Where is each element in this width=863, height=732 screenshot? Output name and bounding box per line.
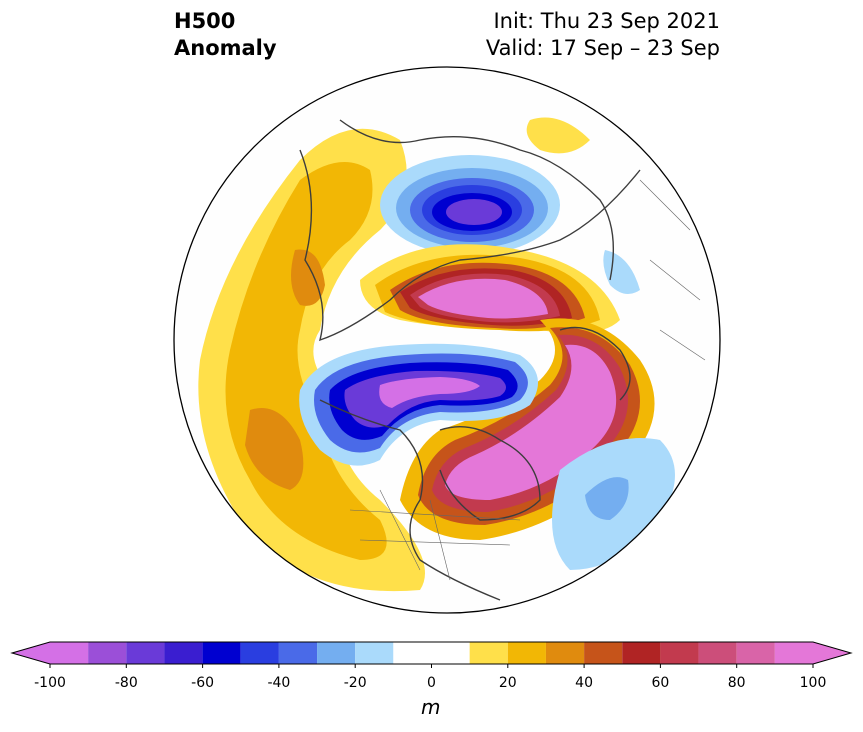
title-variable: H500 bbox=[174, 9, 236, 33]
colorbar-segment bbox=[202, 642, 241, 664]
colorbar-tick-label: -60 bbox=[191, 675, 215, 691]
polar-map bbox=[173, 66, 721, 614]
colorbar-tick-label: -20 bbox=[343, 675, 367, 691]
colorbar-segment bbox=[88, 642, 127, 664]
colorbar-tick-label: -100 bbox=[34, 675, 66, 691]
colorbar-segment bbox=[278, 642, 318, 664]
colorbar-tick-label: 40 bbox=[575, 675, 593, 691]
colorbar-units: m bbox=[421, 695, 441, 719]
anomaly-field bbox=[198, 117, 706, 601]
globe-outline bbox=[173, 66, 721, 614]
colorbar-segment bbox=[126, 642, 165, 664]
map-title: H500 Anomaly bbox=[174, 8, 277, 62]
canadian-arctic-trough bbox=[299, 343, 538, 466]
colorbar-segment bbox=[584, 642, 623, 664]
colorbar-segment bbox=[698, 642, 737, 664]
colorbar-tick-label: -80 bbox=[114, 675, 138, 691]
pacific-ridge bbox=[198, 117, 590, 592]
colorbar-segment bbox=[240, 642, 279, 664]
colorbar-segment bbox=[545, 642, 585, 664]
siberia-trough bbox=[380, 155, 560, 255]
title-product: Anomaly bbox=[174, 36, 277, 60]
colorbar-segment bbox=[622, 642, 661, 664]
arctic-ridge bbox=[360, 244, 620, 334]
map-subtitle: Init: Thu 23 Sep 2021 Valid: 17 Sep – 23… bbox=[486, 8, 720, 62]
init-time: Init: Thu 23 Sep 2021 bbox=[493, 9, 720, 33]
colorbar-tick-label: 20 bbox=[498, 675, 517, 691]
borders bbox=[349, 179, 706, 581]
colorbar-tick-label: 80 bbox=[727, 675, 746, 691]
colorbar-tick-label: 60 bbox=[651, 675, 670, 691]
valid-period: Valid: 17 Sep – 23 Sep bbox=[485, 36, 720, 60]
colorbar-segment bbox=[469, 642, 508, 664]
colorbar bbox=[10, 641, 853, 668]
colorbar-segment bbox=[12, 642, 89, 664]
colorbar-segment bbox=[736, 642, 775, 664]
colorbar-tick-label: 0 bbox=[427, 675, 436, 691]
colorbar-segment bbox=[774, 642, 851, 664]
colorbar-segment bbox=[393, 642, 470, 664]
colorbar-tick-label: 100 bbox=[799, 675, 827, 691]
colorbar-segment bbox=[507, 642, 546, 664]
colorbar-tick-label: -40 bbox=[267, 675, 291, 691]
coastlines bbox=[299, 119, 641, 601]
colorbar-segment bbox=[317, 642, 356, 664]
colorbar-segment bbox=[164, 642, 203, 664]
colorbar-segment bbox=[355, 642, 394, 664]
colorbar-segment bbox=[660, 642, 699, 664]
